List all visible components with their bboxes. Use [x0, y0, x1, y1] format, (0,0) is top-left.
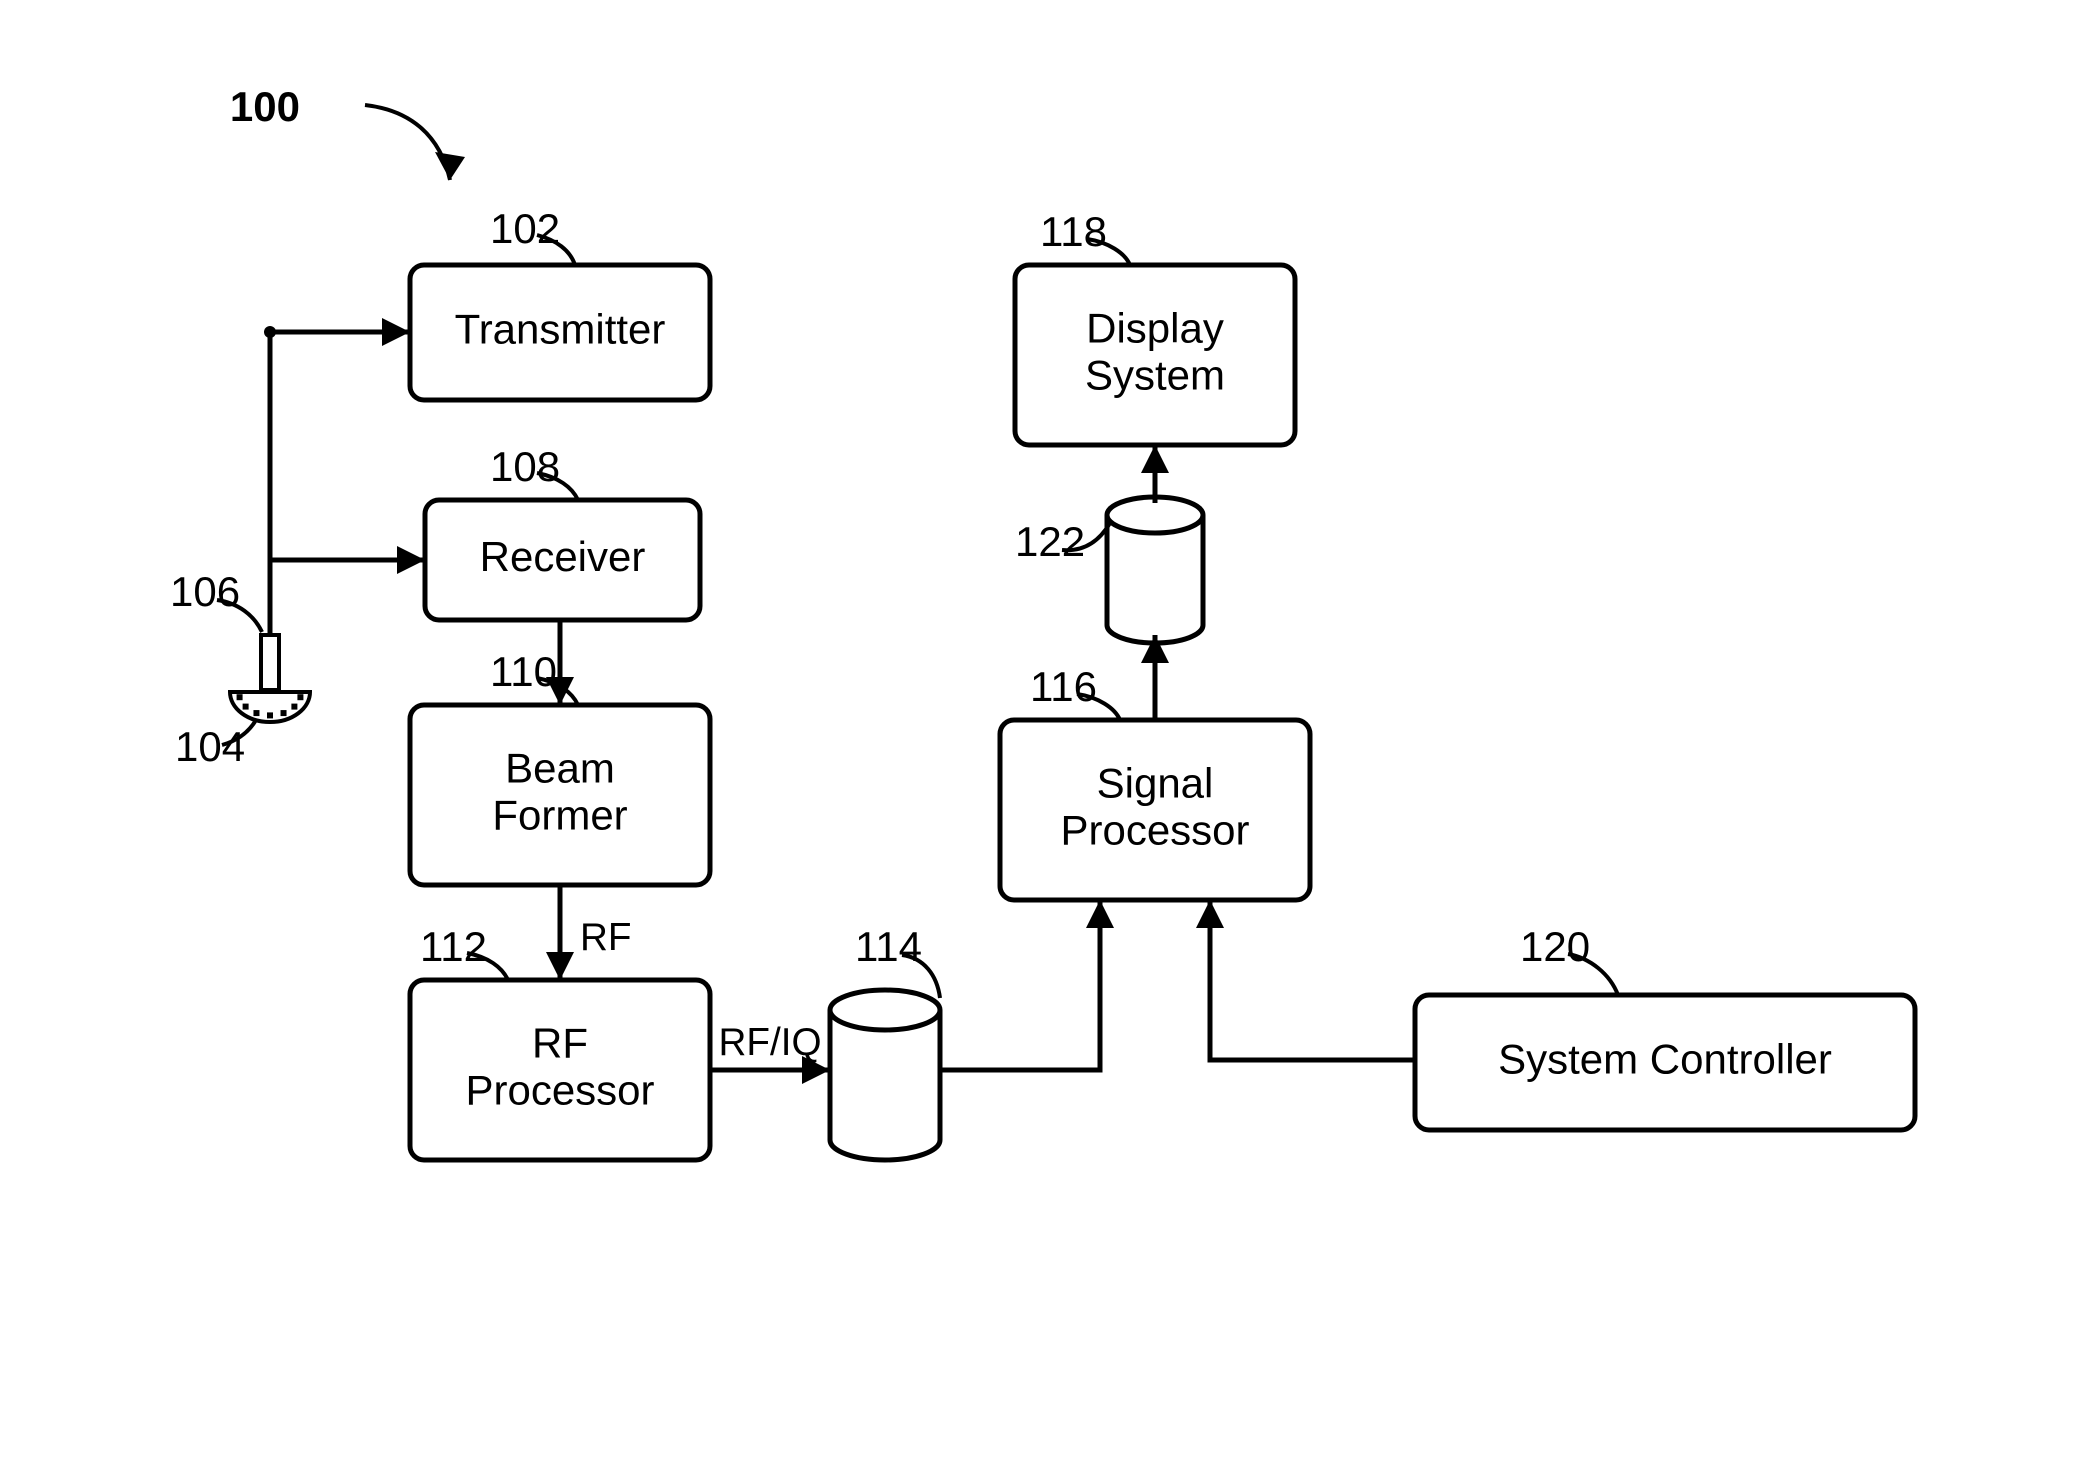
block-ref: 112	[420, 923, 487, 970]
probe-stem	[261, 635, 279, 690]
probe-element	[253, 710, 259, 716]
probe-element	[297, 694, 303, 700]
edge-buf114-to-sig	[940, 900, 1114, 1070]
block-label: System Controller	[1498, 1036, 1832, 1083]
arrow-head	[1086, 900, 1114, 928]
probe-element	[237, 694, 243, 700]
diagram-root: 100 Transmitter 102 Receiver 108 BeamFormer 11…	[170, 83, 1915, 1160]
cylinder-buf122: 122	[1015, 497, 1203, 643]
block-label: Processor	[1060, 807, 1249, 854]
block-display: DisplaySystem 118	[1015, 208, 1295, 445]
arrow-head	[1141, 445, 1169, 473]
edge-ctrl-to-sig	[1196, 900, 1415, 1060]
block-label: Receiver	[480, 533, 646, 580]
probe-element	[291, 704, 297, 710]
block-ref: 108	[490, 443, 560, 490]
probe-ref-104: 104	[175, 723, 245, 770]
edge-line	[270, 332, 425, 560]
edge-label: RF	[580, 916, 632, 959]
block-ref: 116	[1030, 663, 1097, 710]
block-label: RF	[532, 1020, 588, 1067]
cylinder-ref: 122	[1015, 518, 1085, 565]
block-label: Transmitter	[455, 306, 666, 353]
block-label: Former	[492, 792, 627, 839]
figure-ref: 100	[230, 83, 300, 130]
arrow-head	[546, 952, 574, 980]
block-label: Signal	[1097, 760, 1214, 807]
probe-ref-106: 106	[170, 568, 240, 615]
probe: 106 104	[170, 568, 310, 770]
block-transmitter: Transmitter 102	[410, 205, 710, 400]
edge-split-to-rx	[270, 332, 425, 574]
arrow-head	[435, 152, 465, 180]
block-label: Processor	[465, 1067, 654, 1114]
block-ref: 120	[1520, 923, 1590, 970]
edge-line	[940, 900, 1100, 1070]
arrow-head	[1196, 900, 1224, 928]
edge-buf122-to-disp	[1141, 445, 1169, 503]
block-label: Beam	[505, 745, 615, 792]
block-label: Display	[1086, 305, 1224, 352]
arrow-head	[382, 318, 410, 346]
probe-element	[267, 712, 273, 718]
figure-ref-leader	[365, 105, 450, 180]
probe-element	[243, 704, 249, 710]
cylinder-ref: 114	[855, 923, 922, 970]
block-ref: 102	[490, 205, 560, 252]
edge-sig-to-buf122	[1141, 635, 1169, 720]
block-ref: 110	[490, 648, 557, 695]
edge-line	[1210, 900, 1415, 1060]
block-label: System	[1085, 352, 1225, 399]
cylinder-top	[830, 990, 940, 1030]
probe-element	[281, 710, 287, 716]
block-receiver: Receiver 108	[425, 443, 700, 620]
edge-split-to-tx	[270, 318, 410, 346]
cylinder-buf114: 114	[830, 923, 940, 1160]
edge-rfp-to-buf114: RF/IQ	[710, 1021, 830, 1084]
block-ref: 118	[1040, 208, 1107, 255]
block-controller: System Controller 120	[1415, 923, 1915, 1130]
edge-bf-to-rfp: RF	[546, 885, 632, 980]
edge-label: RF/IQ	[719, 1021, 822, 1064]
arrow-head	[397, 546, 425, 574]
